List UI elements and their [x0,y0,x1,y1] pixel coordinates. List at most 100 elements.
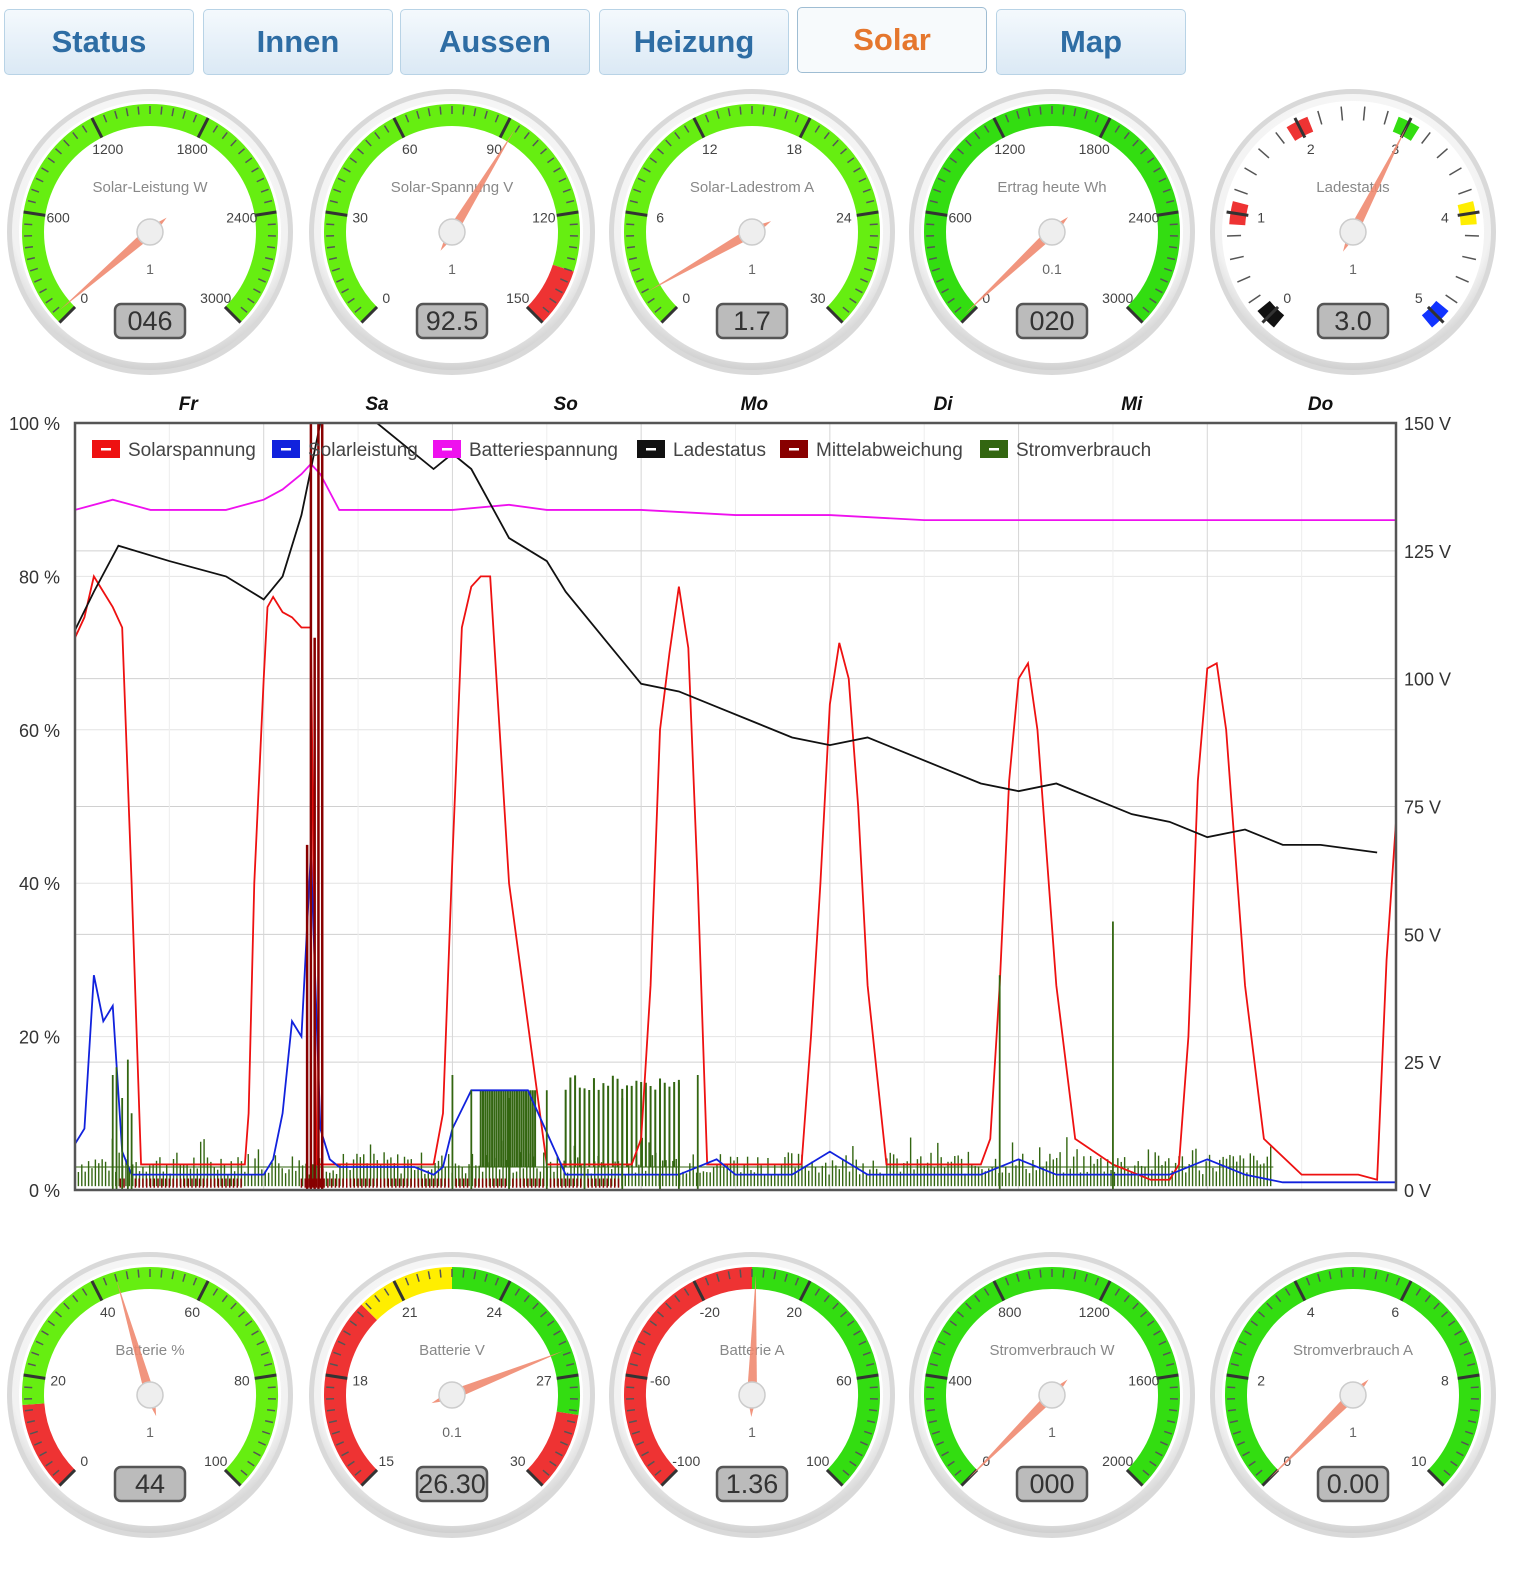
gauge-hub [438,218,466,246]
gauge-batterie-v: 15 18 21 24 27 30 Batterie V 0.1 26.30 [307,1250,597,1540]
chart-day-label: Mo [741,394,768,415]
gauge-band [451,1267,580,1416]
gauge-tick-label: 3000 [200,290,231,306]
gauge-tick-label: 40 [100,1304,116,1320]
legend-label: Mittelabweichung [816,440,963,461]
legend-label: Solarleistung [308,440,418,461]
gauge-hub [1339,1381,1367,1409]
gauge-tick-label: 2000 [1102,1453,1133,1469]
tab-map[interactable]: Map [996,9,1186,75]
gauge-tick-label: 1200 [994,141,1025,157]
gauge-tick-label: 27 [536,1372,552,1388]
gauge-readout: 26.30 [418,1469,486,1499]
gauge-tick-label: 150 [506,290,530,306]
gauge-band [1225,1267,1481,1486]
gauge-tick-label: 4 [1307,1304,1315,1320]
gauge-multiplier: 0.1 [1042,261,1062,277]
tab-status[interactable]: Status [4,9,194,75]
gauge-tick-label: 0 [80,290,88,306]
legend-label: Batteriespannung [469,440,618,461]
chart-day-label: Fr [179,394,200,415]
legend-item-stromverbrauch[interactable]: Stromverbrauch [980,440,1151,461]
gauge-title: Solar-Ladestrom A [690,179,814,196]
legend-item-solarspannung[interactable]: Solarspannung [92,440,256,461]
history-chart: Fr Sa So Mo Di Mi Do 0 % 20 % 40 % 60 % 80 % 100 % 0 … [9,394,1451,1201]
chart-right-tick: 25 V [1404,1053,1441,1073]
gauge-tick-label: 0 [382,290,390,306]
chart-left-tick: 40 % [19,874,60,894]
gauge-tick-label: 20 [786,1304,802,1320]
gauge-readout-box [1015,1465,1089,1503]
gauge-tick-label: 30 [510,1453,526,1469]
gauge-tick-label: 400 [948,1372,972,1388]
chart-left-tick: 0 % [29,1181,60,1201]
gauge-readout: 1.36 [726,1469,779,1499]
gauge-tick-label: 100 [204,1453,228,1469]
gauge-tick-label: 1 [1257,209,1265,225]
gauge-multiplier: 1 [448,261,456,277]
legend-label: Solarspannung [128,440,256,461]
series-ladestatus [74,422,1378,854]
legend-item-ladestatus[interactable]: Ladestatus [637,440,766,461]
gauge-tick-label: 0 [982,290,990,306]
gauge-title: Stromverbrauch W [989,1342,1115,1359]
tab-innen[interactable]: Innen [203,9,393,75]
gauge-tick-label: 18 [352,1372,368,1388]
gauge-band [526,1411,579,1486]
gauge-tick-label: 8 [1441,1372,1449,1388]
gauge-band [22,1403,76,1486]
gauge-band [751,1267,880,1486]
gauge-tick-label: 3000 [1102,290,1133,306]
legend-item-solarleistung[interactable]: Solarleistung [272,440,418,461]
gauge-multiplier: 1 [1048,1424,1056,1440]
chart-right-tick: 75 V [1404,798,1441,818]
gauge-tick-label: 1200 [1079,1304,1110,1320]
gauge-tick-label: 80 [234,1372,250,1388]
gauge-tick-label: 30 [352,209,368,225]
gauge-ladestatus: 012345Ladestatus13.0 [1208,87,1498,377]
legend-item-batteriespannung[interactable]: Batteriespannung [433,440,618,461]
gauge-band [324,1304,378,1486]
gauge-tick-label: 1800 [177,141,208,157]
gauge-multiplier: 1 [1349,261,1357,277]
gauge-tick-label: 21 [402,1304,418,1320]
gauge-readout: 3.0 [1334,306,1372,336]
gauge-tick-label: 0 [682,290,690,306]
gauge-tick-label: 100 [806,1453,830,1469]
chart-right-tick: 0 V [1404,1181,1431,1201]
gauge-hub [438,1381,466,1409]
gauge-readout: 0.00 [1327,1469,1380,1499]
legend-item-mittelabweichung[interactable]: Mittelabweichung [780,440,963,461]
tab-heizung[interactable]: Heizung [599,9,789,75]
gauge-tick-label: 2 [1257,1372,1265,1388]
tab-solar[interactable]: Solar [797,7,987,73]
gauge-title: Stromverbrauch A [1293,1342,1413,1359]
chart-right-tick: 150 V [1404,414,1451,434]
gauge-tick-label: 30 [810,290,826,306]
gauge-readout: 1.7 [733,306,771,336]
chart-left-tick: 60 % [19,721,60,741]
gauge-readout-box [113,302,187,340]
gauge-multiplier: 1 [146,261,154,277]
gauge-tick-label: -100 [672,1453,700,1469]
gauge-tick-label: 2400 [226,209,257,225]
gauge-tick-label: 800 [998,1304,1022,1320]
chart-day-label: So [554,394,578,415]
gauge-readout: 020 [1029,306,1074,336]
gauge-tick-label: -20 [700,1304,720,1320]
tab-aussen[interactable]: Aussen [400,9,590,75]
gauge-tick-label: 1800 [1079,141,1110,157]
gauge-tick-label: 0 [1283,290,1291,306]
gauge-readout: 92.5 [426,306,479,336]
gauge-readout-box [1316,302,1390,340]
gauge-batterie: 0 20 40 60 80 100 Batterie % 1 44 [5,1250,295,1540]
gauge-tick-label: 24 [486,1304,502,1320]
chart-frame [73,421,1398,1192]
gauge-multiplier: 1 [748,261,756,277]
gauge-readout-box [1015,302,1089,340]
chart-right-tick: 100 V [1404,670,1451,690]
chart-left-tick: 80 % [19,567,60,587]
gauge-tick-label: 24 [836,209,852,225]
